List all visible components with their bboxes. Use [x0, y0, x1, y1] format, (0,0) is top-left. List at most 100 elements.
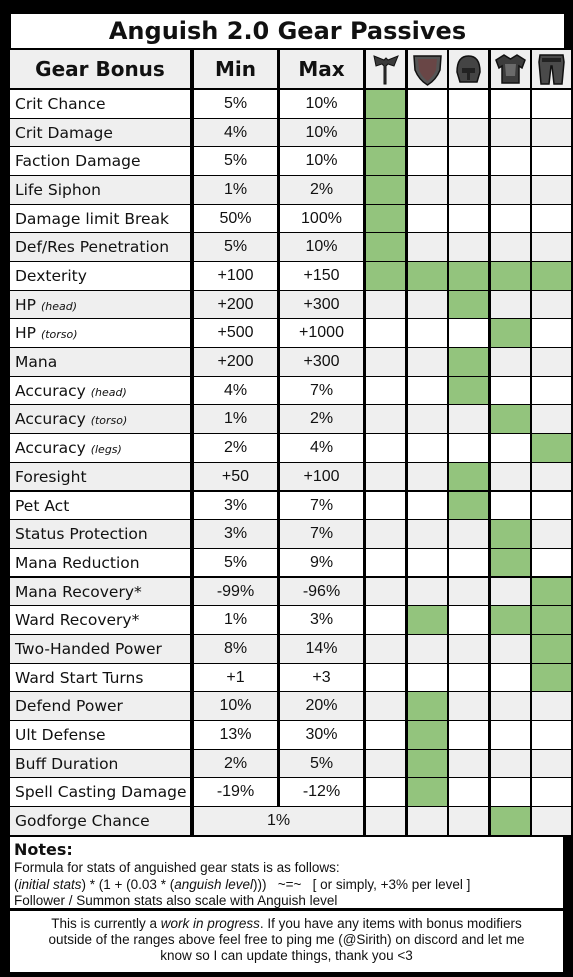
bonus-label: HP — [15, 295, 37, 314]
bonus-max: 9% — [280, 548, 363, 577]
notes-section: Notes: Formula for stats of anguished ge… — [10, 837, 563, 908]
gear-slot-empty — [532, 520, 571, 548]
bonus-min: 10% — [194, 692, 277, 720]
gear-slot-empty — [408, 807, 447, 835]
bonus-name: Damage limit Break — [10, 204, 190, 233]
axe-weapon-icon — [366, 50, 405, 88]
footer-wip: work in progress — [160, 916, 260, 931]
gear-slot-empty — [366, 405, 405, 434]
table-row: Pet Act 3% 7% — [10, 491, 571, 520]
footer-text: This is currently a — [51, 916, 161, 931]
bonus-min: 4% — [194, 118, 277, 147]
bonus-max: -12% — [280, 778, 363, 806]
bonus-label: Life Siphon — [15, 181, 101, 200]
gear-slot-empty — [366, 548, 405, 577]
gear-slot-empty — [532, 204, 571, 233]
gear-slot-empty — [366, 606, 405, 634]
gear-slot-empty — [366, 348, 405, 376]
bonus-min: +200 — [194, 348, 277, 376]
gear-slot-empty — [532, 376, 571, 405]
gear-slot-applies — [532, 663, 571, 692]
gear-slot-empty — [366, 720, 405, 749]
bonus-name: Ward Recovery* — [10, 606, 190, 634]
bonus-label: Faction Damage — [15, 152, 141, 171]
table-row: Two-Handed Power 8% 14% — [10, 634, 571, 663]
bonus-name: Faction Damage — [10, 147, 190, 175]
bonus-name: Crit Chance — [10, 90, 190, 118]
gear-slot-empty — [408, 290, 447, 319]
gear-slot-empty — [408, 204, 447, 233]
gear-slot-empty — [491, 577, 530, 606]
gear-slot-empty — [449, 720, 488, 749]
gear-slot-empty — [408, 520, 447, 548]
gear-slot-empty — [408, 376, 447, 405]
gear-slot-empty — [491, 233, 530, 261]
bonus-min: -19% — [194, 778, 277, 806]
bonus-max: 14% — [280, 634, 363, 663]
table-row: Faction Damage 5% 10% — [10, 147, 571, 175]
notes-follower-scaling: Follower / Summon stats also scale with … — [14, 893, 338, 908]
bonus-min: 4% — [194, 376, 277, 405]
gear-slot-empty — [449, 319, 488, 348]
bonus-label: Spell Casting Damage — [15, 783, 187, 802]
bonus-name: Ward Start Turns — [10, 663, 190, 692]
gear-slot-empty — [491, 749, 530, 778]
bonus-min: 5% — [194, 548, 277, 577]
bonus-name: Defend Power — [10, 692, 190, 720]
bonus-label: Mana Reduction — [15, 553, 140, 572]
bonus-label: Accuracy — [15, 439, 86, 458]
bonus-label: Buff Duration — [15, 754, 119, 773]
table-row: Crit Damage 4% 10% — [10, 118, 571, 147]
formula-anguish-level: anguish level — [174, 877, 254, 892]
table-row: Life Siphon 1% 2% — [10, 176, 571, 204]
bonus-label: Godforge Chance — [15, 812, 150, 830]
gear-slot-applies — [408, 606, 447, 634]
bonus-min: +500 — [194, 319, 277, 348]
gear-slot-empty — [532, 720, 571, 749]
bonus-max: +100 — [280, 462, 363, 491]
bonus-max: 2% — [280, 405, 363, 434]
bonus-max: 7% — [280, 491, 363, 520]
formula-part: ( — [14, 877, 19, 892]
gear-slot-applies — [366, 262, 405, 290]
bonus-max: +300 — [280, 348, 363, 376]
bonus-min: 3% — [194, 491, 277, 520]
table-row: Ult Defense 13% 30% — [10, 720, 571, 749]
footer-text: outside of the ranges above feel free to… — [48, 932, 525, 947]
bonus-slot-qualifier: (legs) — [90, 443, 122, 457]
gear-slot-empty — [532, 319, 571, 348]
gear-slot-empty — [491, 434, 530, 462]
gear-slot-empty — [532, 348, 571, 376]
bonus-name: HP (torso) — [10, 319, 190, 348]
table-row: Buff Duration 2% 5% — [10, 749, 571, 778]
gear-slot-applies — [449, 262, 488, 290]
bonus-name: Crit Damage — [10, 118, 190, 147]
gear-slot-empty — [532, 405, 571, 434]
bonus-name: Mana — [10, 348, 190, 376]
bonus-min: +50 — [194, 462, 277, 491]
gear-slot-empty — [366, 778, 405, 806]
gear-slot-empty — [408, 462, 447, 491]
gear-slot-applies — [449, 462, 488, 491]
gear-slot-empty — [366, 663, 405, 692]
table-row: Accuracy (head) 4% 7% — [10, 376, 571, 405]
bonus-name: Spell Casting Damage — [10, 778, 190, 806]
gear-slot-empty — [408, 577, 447, 606]
bonus-label: Ult Defense — [15, 725, 106, 744]
gear-slot-empty — [449, 548, 488, 577]
bonus-label: Mana — [15, 353, 58, 372]
table-row: Spell Casting Damage -19% -12% — [10, 778, 571, 806]
bonus-label: Foresight — [15, 467, 87, 486]
table-row: Defend Power 10% 20% — [10, 692, 571, 720]
table-row: Status Protection 3% 7% — [10, 520, 571, 548]
bonus-max: 10% — [280, 233, 363, 261]
gear-slot-applies — [366, 90, 405, 118]
table-row: Foresight +50 +100 — [10, 462, 571, 491]
bonus-label: Two-Handed Power — [15, 639, 162, 658]
table-row: HP (torso) +500 +1000 — [10, 319, 571, 348]
gear-slot-applies — [491, 262, 530, 290]
table-row: HP (head) +200 +300 — [10, 290, 571, 319]
gear-slot-empty — [449, 147, 488, 175]
gear-slot-empty — [449, 520, 488, 548]
gear-slot-empty — [491, 290, 530, 319]
